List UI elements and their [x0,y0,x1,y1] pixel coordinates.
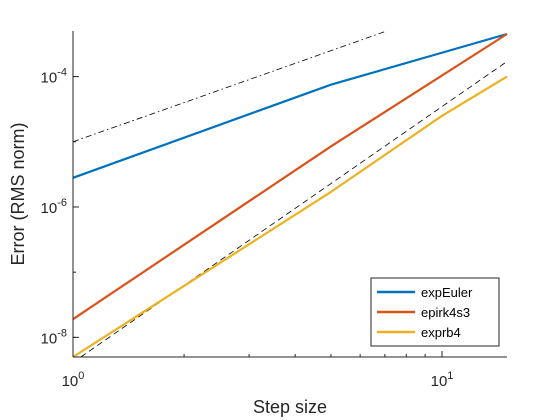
y-axis-label: Error (RMS norm) [8,123,28,266]
series-lines [72,32,508,358]
reference-lines [72,31,508,358]
reference-line-2 [80,61,508,358]
y-tick-label: 10-4 [41,67,67,87]
x-tick-label: 101 [431,370,454,390]
y-tick-label: 10-6 [41,197,67,217]
axes [72,31,507,358]
y-tick-label: 10-8 [41,327,67,347]
x-tick-label: 100 [62,370,85,390]
legend: expEuler epirk4s3 exprb4 [370,277,500,347]
series-line-expEuler [72,32,508,179]
series-line-exprb4 [72,75,508,358]
series-line-epirk4s3 [72,33,508,321]
legend-label-expEuler: expEuler [421,285,473,300]
reference-line-1 [72,31,386,143]
ticks: 100 101 10-8 10-6 10-4 [41,67,454,390]
x-axis-label: Step size [253,397,327,417]
legend-label-epirk4s3: epirk4s3 [421,305,470,320]
legend-label-exprb4: exprb4 [421,325,461,340]
